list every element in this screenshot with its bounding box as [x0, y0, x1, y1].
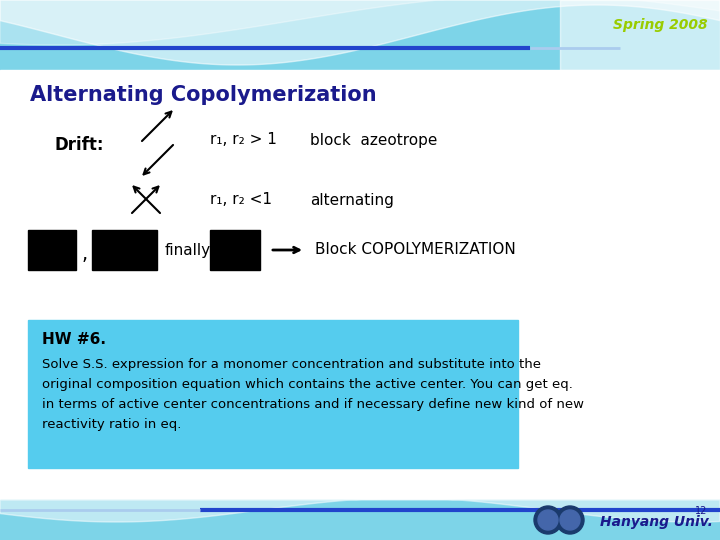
Circle shape	[538, 510, 558, 530]
Circle shape	[556, 506, 584, 534]
Text: 12: 12	[695, 506, 707, 516]
Text: Spring 2008: Spring 2008	[613, 18, 707, 32]
Text: Hanyang Univ.: Hanyang Univ.	[600, 515, 713, 529]
Bar	[92, 230, 157, 270]
Text: r₁, r₂ <1: r₁, r₂ <1	[210, 192, 272, 207]
Bar	[210, 230, 260, 270]
Bar	[28, 320, 518, 468]
Text: Solve S.S. expression for a monomer concentration and substitute into the
origin: Solve S.S. expression for a monomer conc…	[42, 358, 584, 431]
Text: finally: finally	[165, 242, 211, 258]
Bar	[0, 0, 720, 70]
Text: ,: ,	[82, 246, 88, 265]
Bar	[0, 70, 720, 500]
Circle shape	[534, 506, 562, 534]
Bar	[0, 500, 720, 540]
Circle shape	[560, 510, 580, 530]
Text: block  azeotrope: block azeotrope	[310, 132, 437, 147]
Text: r₁, r₂ > 1: r₁, r₂ > 1	[210, 132, 277, 147]
Text: Drift:: Drift:	[55, 136, 104, 154]
Text: alternating: alternating	[310, 192, 394, 207]
Bar	[28, 230, 76, 270]
Text: Alternating Copolymerization: Alternating Copolymerization	[30, 85, 377, 105]
Text: Block COPOLYMERIZATION: Block COPOLYMERIZATION	[315, 242, 516, 258]
Text: HW #6.: HW #6.	[42, 332, 106, 347]
